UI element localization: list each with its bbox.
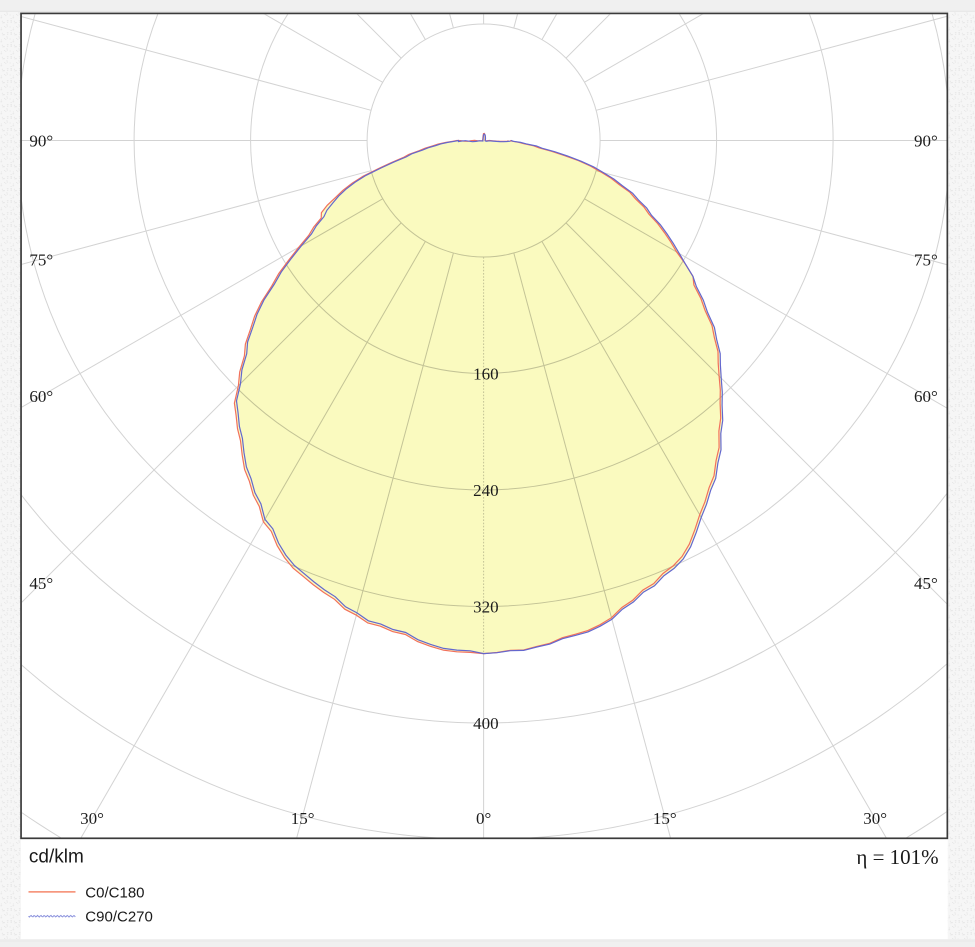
svg-text:η = 101%: η = 101% (856, 845, 938, 869)
svg-text:cd/klm: cd/klm (29, 846, 84, 867)
svg-text:60°: 60° (914, 387, 938, 406)
svg-text:75°: 75° (914, 250, 938, 269)
svg-text:30°: 30° (80, 809, 104, 828)
svg-text:90°: 90° (29, 131, 53, 150)
svg-text:45°: 45° (29, 574, 53, 593)
svg-text:C0/C180: C0/C180 (85, 885, 144, 902)
svg-text:320: 320 (473, 597, 499, 616)
svg-text:240: 240 (473, 481, 499, 500)
svg-text:45°: 45° (914, 574, 938, 593)
svg-text:15°: 15° (291, 809, 315, 828)
svg-text:30°: 30° (863, 809, 887, 828)
svg-text:160: 160 (473, 364, 499, 383)
svg-text:75°: 75° (29, 250, 53, 269)
svg-text:0°: 0° (476, 809, 491, 828)
svg-text:15°: 15° (653, 809, 677, 828)
svg-text:90°: 90° (914, 131, 938, 150)
svg-text:60°: 60° (29, 387, 53, 406)
svg-text:400: 400 (473, 714, 499, 733)
svg-text:C90/C270: C90/C270 (85, 909, 153, 926)
